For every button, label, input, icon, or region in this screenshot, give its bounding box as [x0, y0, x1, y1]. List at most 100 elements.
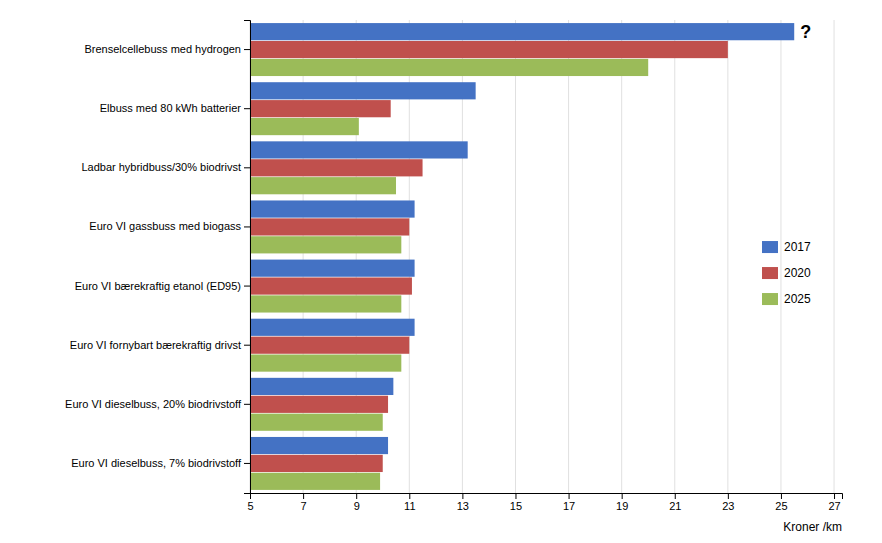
bar	[250, 378, 393, 395]
bar-series	[250, 23, 794, 454]
y-tick: Elbuss med 80 kWh batterier	[100, 102, 250, 114]
grid-line	[727, 20, 728, 493]
x-tick: 25	[775, 493, 787, 512]
y-tick-label: Ladbar hybridbuss/30% biodrivst	[81, 161, 241, 173]
legend-label: 2017	[784, 240, 811, 254]
x-tick-label: 23	[722, 500, 734, 512]
y-tick: Brenselcellebuss med hydrogen	[84, 43, 250, 55]
x-tick: 21	[669, 493, 681, 512]
bar-series	[250, 41, 728, 472]
y-tick-label: Elbuss med 80 kWh batterier	[100, 102, 242, 114]
y-tick-mark	[244, 226, 250, 227]
bar	[250, 59, 648, 76]
grid	[250, 20, 834, 493]
y-tick: Euro VI gassbuss med biogass	[89, 220, 250, 232]
x-tick-mark	[462, 493, 463, 499]
x-label: Kroner /km	[783, 520, 842, 534]
y-tick-label: Brenselcellebuss med hydrogen	[84, 43, 241, 55]
x-tick: 13	[457, 493, 469, 512]
bar	[250, 396, 388, 413]
legend-item: 2020	[762, 266, 811, 280]
x-tick: 17	[563, 493, 575, 512]
y-tick: Euro VI dieselbuss, 20% biodrivstoff	[65, 398, 250, 410]
bar	[250, 23, 794, 40]
bar	[250, 295, 401, 312]
x-tick: 7	[301, 493, 307, 512]
x-tick: 11	[404, 493, 415, 512]
annotation: ?	[800, 22, 811, 42]
y-tick-mark	[244, 286, 250, 287]
x-tick-label: 15	[510, 500, 522, 512]
x-tick-mark	[569, 493, 570, 499]
x-tick-label: 7	[301, 500, 307, 512]
grid-line	[780, 20, 781, 493]
x-tick-mark	[728, 493, 729, 499]
x-tick-label: 17	[563, 500, 575, 512]
x-tick-mark	[409, 493, 410, 499]
bar	[250, 319, 415, 336]
x-tick-mark	[303, 493, 304, 499]
bar	[250, 82, 476, 99]
x-tick-label: 25	[775, 500, 787, 512]
grid-line	[568, 20, 569, 493]
y-tick-label: Euro VI gassbuss med biogass	[89, 220, 241, 232]
bar	[250, 159, 423, 176]
x-tick-label: 9	[354, 500, 360, 512]
x-tick-mark	[356, 493, 357, 499]
bar	[250, 473, 380, 490]
x-axis: 5 7 9 11 13 15 17 19 21 23 25 27	[247, 493, 842, 512]
x-tick: 15	[510, 493, 522, 512]
y-tick-mark	[244, 345, 250, 346]
bar	[250, 141, 468, 158]
x-tick: 27	[828, 493, 840, 512]
bar	[250, 100, 391, 117]
y-tick-mark	[244, 108, 250, 109]
bar	[250, 236, 401, 253]
bar	[250, 414, 383, 431]
y-tick-mark	[244, 167, 250, 168]
y-tick-mark	[244, 49, 250, 50]
bar	[250, 277, 412, 294]
chart: 5 7 9 11 13 15 17 19 21 23 25 27 Euro VI dieselbuss,…	[0, 0, 882, 543]
bar	[250, 337, 409, 354]
bar	[250, 200, 415, 217]
x-tick-mark	[622, 493, 623, 499]
x-tick-mark	[515, 493, 516, 499]
grid-line	[674, 20, 675, 493]
legend: 2017 2020 2025	[762, 240, 811, 306]
bar	[250, 218, 409, 235]
y-tick-label: Euro VI dieselbuss, 7% biodrivstoff	[71, 457, 242, 469]
legend-item: 2025	[762, 292, 811, 306]
bar	[250, 455, 383, 472]
legend-label: 2020	[784, 266, 811, 280]
bar	[250, 437, 388, 454]
x-tick: 9	[354, 493, 360, 512]
x-tick-label: 21	[669, 500, 681, 512]
x-tick-label: 11	[404, 500, 415, 512]
grid-line	[834, 20, 835, 493]
y-tick: Euro VI fornybart bærekraftig drivst	[70, 339, 250, 351]
x-tick: 23	[722, 493, 734, 512]
bars	[250, 23, 794, 490]
bar	[250, 41, 728, 58]
x-tick: 5	[247, 493, 253, 512]
x-axis-line	[251, 494, 843, 500]
x-tick-mark	[834, 493, 835, 499]
y-tick: Euro VI dieselbuss, 7% biodrivstoff	[71, 457, 250, 469]
grid-line	[621, 20, 622, 493]
x-tick-label: 13	[457, 500, 469, 512]
legend-swatch	[762, 241, 778, 253]
y-axis: Euro VI dieselbuss, 7% biodrivstoff Euro …	[65, 21, 250, 494]
grid-line	[515, 20, 516, 493]
legend-swatch	[762, 267, 778, 279]
y-tick-label: Euro VI bærekraftig etanol (ED95)	[75, 280, 241, 292]
bar-series	[250, 59, 648, 490]
plot: 5 7 9 11 13 15 17 19 21 23 25 27 Euro VI dieselbuss,…	[65, 20, 842, 534]
legend-swatch	[762, 293, 778, 305]
x-tick-label: 19	[616, 500, 628, 512]
y-tick: Ladbar hybridbuss/30% biodrivst	[81, 161, 250, 173]
legend-item: 2017	[762, 240, 811, 254]
y-tick-label: Euro VI fornybart bærekraftig drivst	[70, 339, 241, 351]
x-tick-mark	[675, 493, 676, 499]
bar	[250, 118, 359, 135]
